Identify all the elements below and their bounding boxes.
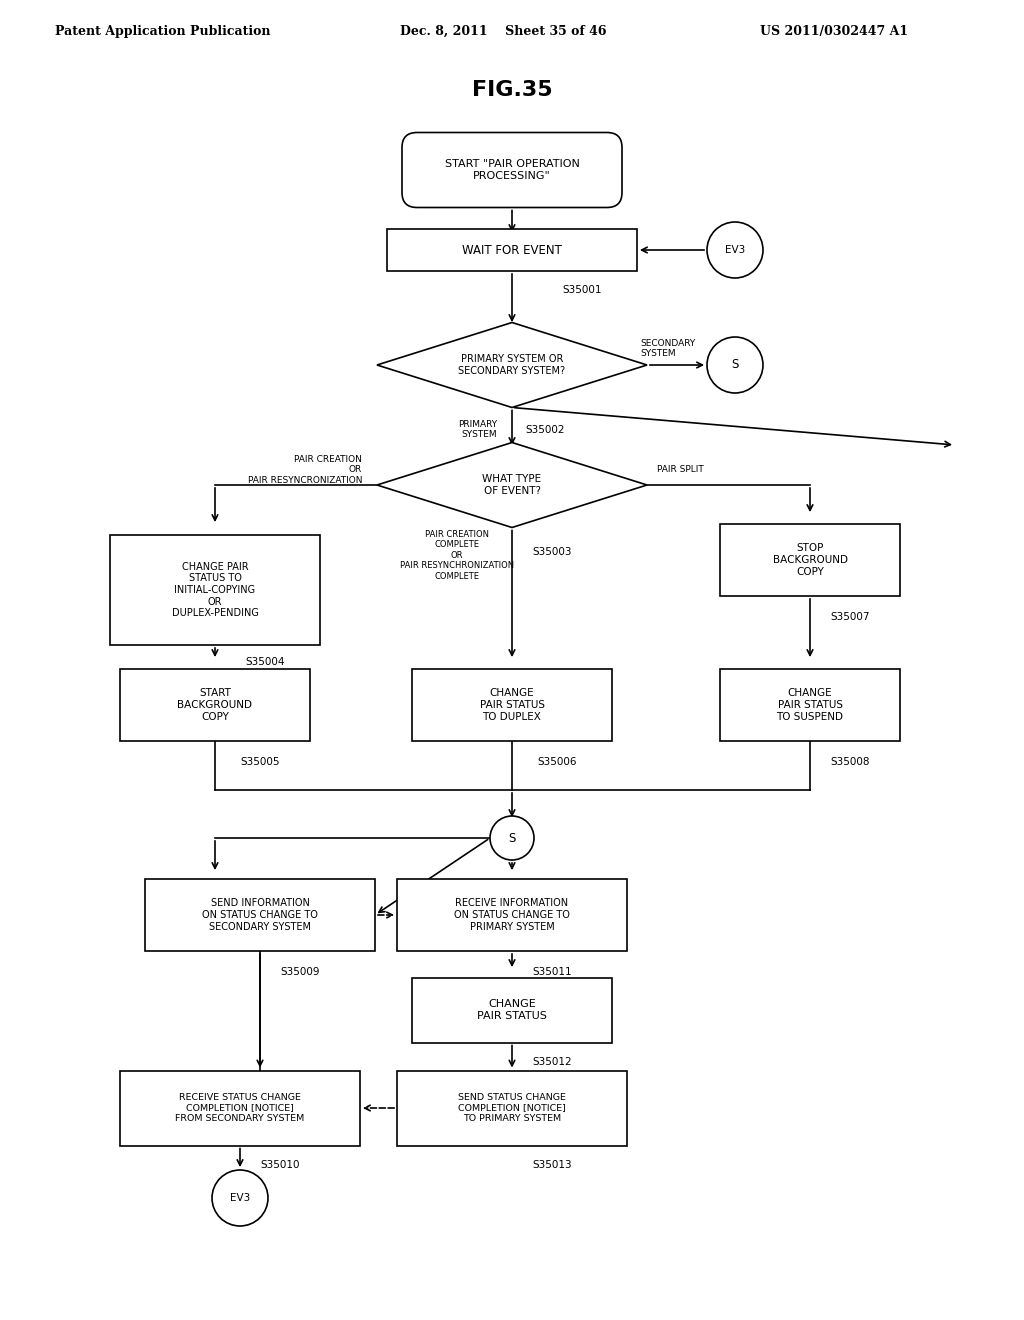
Polygon shape: [377, 322, 647, 408]
Text: S35008: S35008: [830, 756, 869, 767]
Bar: [145, 879, 375, 950]
Text: S: S: [731, 359, 738, 371]
Text: STOP
BACKGROUND
COPY: STOP BACKGROUND COPY: [772, 544, 848, 577]
Text: PAIR CREATION
OR
PAIR RESYNCRONIZATION: PAIR CREATION OR PAIR RESYNCRONIZATION: [248, 455, 362, 484]
Bar: [110, 535, 321, 645]
Text: S35003: S35003: [532, 546, 571, 557]
Text: SEND STATUS CHANGE
COMPLETION [NOTICE]
TO PRIMARY SYSTEM: SEND STATUS CHANGE COMPLETION [NOTICE] T…: [458, 1093, 566, 1123]
Text: S35006: S35006: [537, 756, 577, 767]
Text: START "PAIR OPERATION
PROCESSING": START "PAIR OPERATION PROCESSING": [444, 160, 580, 181]
Text: SECONDARY
SYSTEM: SECONDARY SYSTEM: [640, 339, 695, 358]
Circle shape: [212, 1170, 268, 1226]
Text: PRIMARY SYSTEM OR
SECONDARY SYSTEM?: PRIMARY SYSTEM OR SECONDARY SYSTEM?: [459, 354, 565, 376]
FancyBboxPatch shape: [402, 132, 622, 207]
Text: Patent Application Publication: Patent Application Publication: [55, 25, 270, 38]
Text: EV3: EV3: [229, 1193, 250, 1203]
Circle shape: [707, 222, 763, 279]
Text: S35011: S35011: [532, 968, 571, 977]
Text: S35004: S35004: [245, 657, 285, 667]
Bar: [120, 1071, 360, 1146]
Text: CHANGE
PAIR STATUS: CHANGE PAIR STATUS: [477, 999, 547, 1020]
Text: S35013: S35013: [532, 1160, 571, 1170]
Text: CHANGE
PAIR STATUS
TO SUSPEND: CHANGE PAIR STATUS TO SUSPEND: [776, 689, 844, 722]
Bar: [120, 669, 310, 741]
Bar: [397, 1071, 627, 1146]
Circle shape: [490, 816, 534, 861]
Text: PAIR SPLIT: PAIR SPLIT: [657, 466, 703, 474]
Text: RECEIVE STATUS CHANGE
COMPLETION [NOTICE]
FROM SECONDARY SYSTEM: RECEIVE STATUS CHANGE COMPLETION [NOTICE…: [175, 1093, 304, 1123]
Bar: [397, 879, 627, 950]
Text: S35002: S35002: [525, 425, 564, 436]
Text: START
BACKGROUND
COPY: START BACKGROUND COPY: [177, 689, 253, 722]
Text: WHAT TYPE
OF EVENT?: WHAT TYPE OF EVENT?: [482, 474, 542, 496]
Text: S35007: S35007: [830, 612, 869, 622]
Text: FIG.35: FIG.35: [472, 81, 552, 100]
Bar: [387, 228, 637, 271]
Text: SEND INFORMATION
ON STATUS CHANGE TO
SECONDARY SYSTEM: SEND INFORMATION ON STATUS CHANGE TO SEC…: [202, 899, 317, 932]
Text: WAIT FOR EVENT: WAIT FOR EVENT: [462, 243, 562, 256]
Text: CHANGE
PAIR STATUS
TO DUPLEX: CHANGE PAIR STATUS TO DUPLEX: [479, 689, 545, 722]
Text: S35010: S35010: [260, 1160, 299, 1170]
Text: S35005: S35005: [240, 756, 280, 767]
Bar: [412, 669, 612, 741]
Text: Dec. 8, 2011    Sheet 35 of 46: Dec. 8, 2011 Sheet 35 of 46: [400, 25, 606, 38]
Text: CHANGE PAIR
STATUS TO
INITIAL-COPYING
OR
DUPLEX-PENDING: CHANGE PAIR STATUS TO INITIAL-COPYING OR…: [172, 562, 258, 618]
Text: PRIMARY
SYSTEM: PRIMARY SYSTEM: [458, 420, 497, 440]
Text: EV3: EV3: [725, 246, 745, 255]
Text: PAIR CREATION
COMPLETE
OR
PAIR RESYNCHRONIZATION
COMPLETE: PAIR CREATION COMPLETE OR PAIR RESYNCHRO…: [400, 531, 514, 581]
Text: S35009: S35009: [280, 968, 319, 977]
Text: S: S: [508, 832, 516, 845]
Circle shape: [707, 337, 763, 393]
Polygon shape: [377, 442, 647, 528]
Text: S35001: S35001: [562, 285, 601, 294]
Bar: [720, 669, 900, 741]
Text: US 2011/0302447 A1: US 2011/0302447 A1: [760, 25, 908, 38]
Text: RECEIVE INFORMATION
ON STATUS CHANGE TO
PRIMARY SYSTEM: RECEIVE INFORMATION ON STATUS CHANGE TO …: [454, 899, 570, 932]
Bar: [412, 978, 612, 1043]
Text: S35012: S35012: [532, 1057, 571, 1067]
Bar: [720, 524, 900, 597]
